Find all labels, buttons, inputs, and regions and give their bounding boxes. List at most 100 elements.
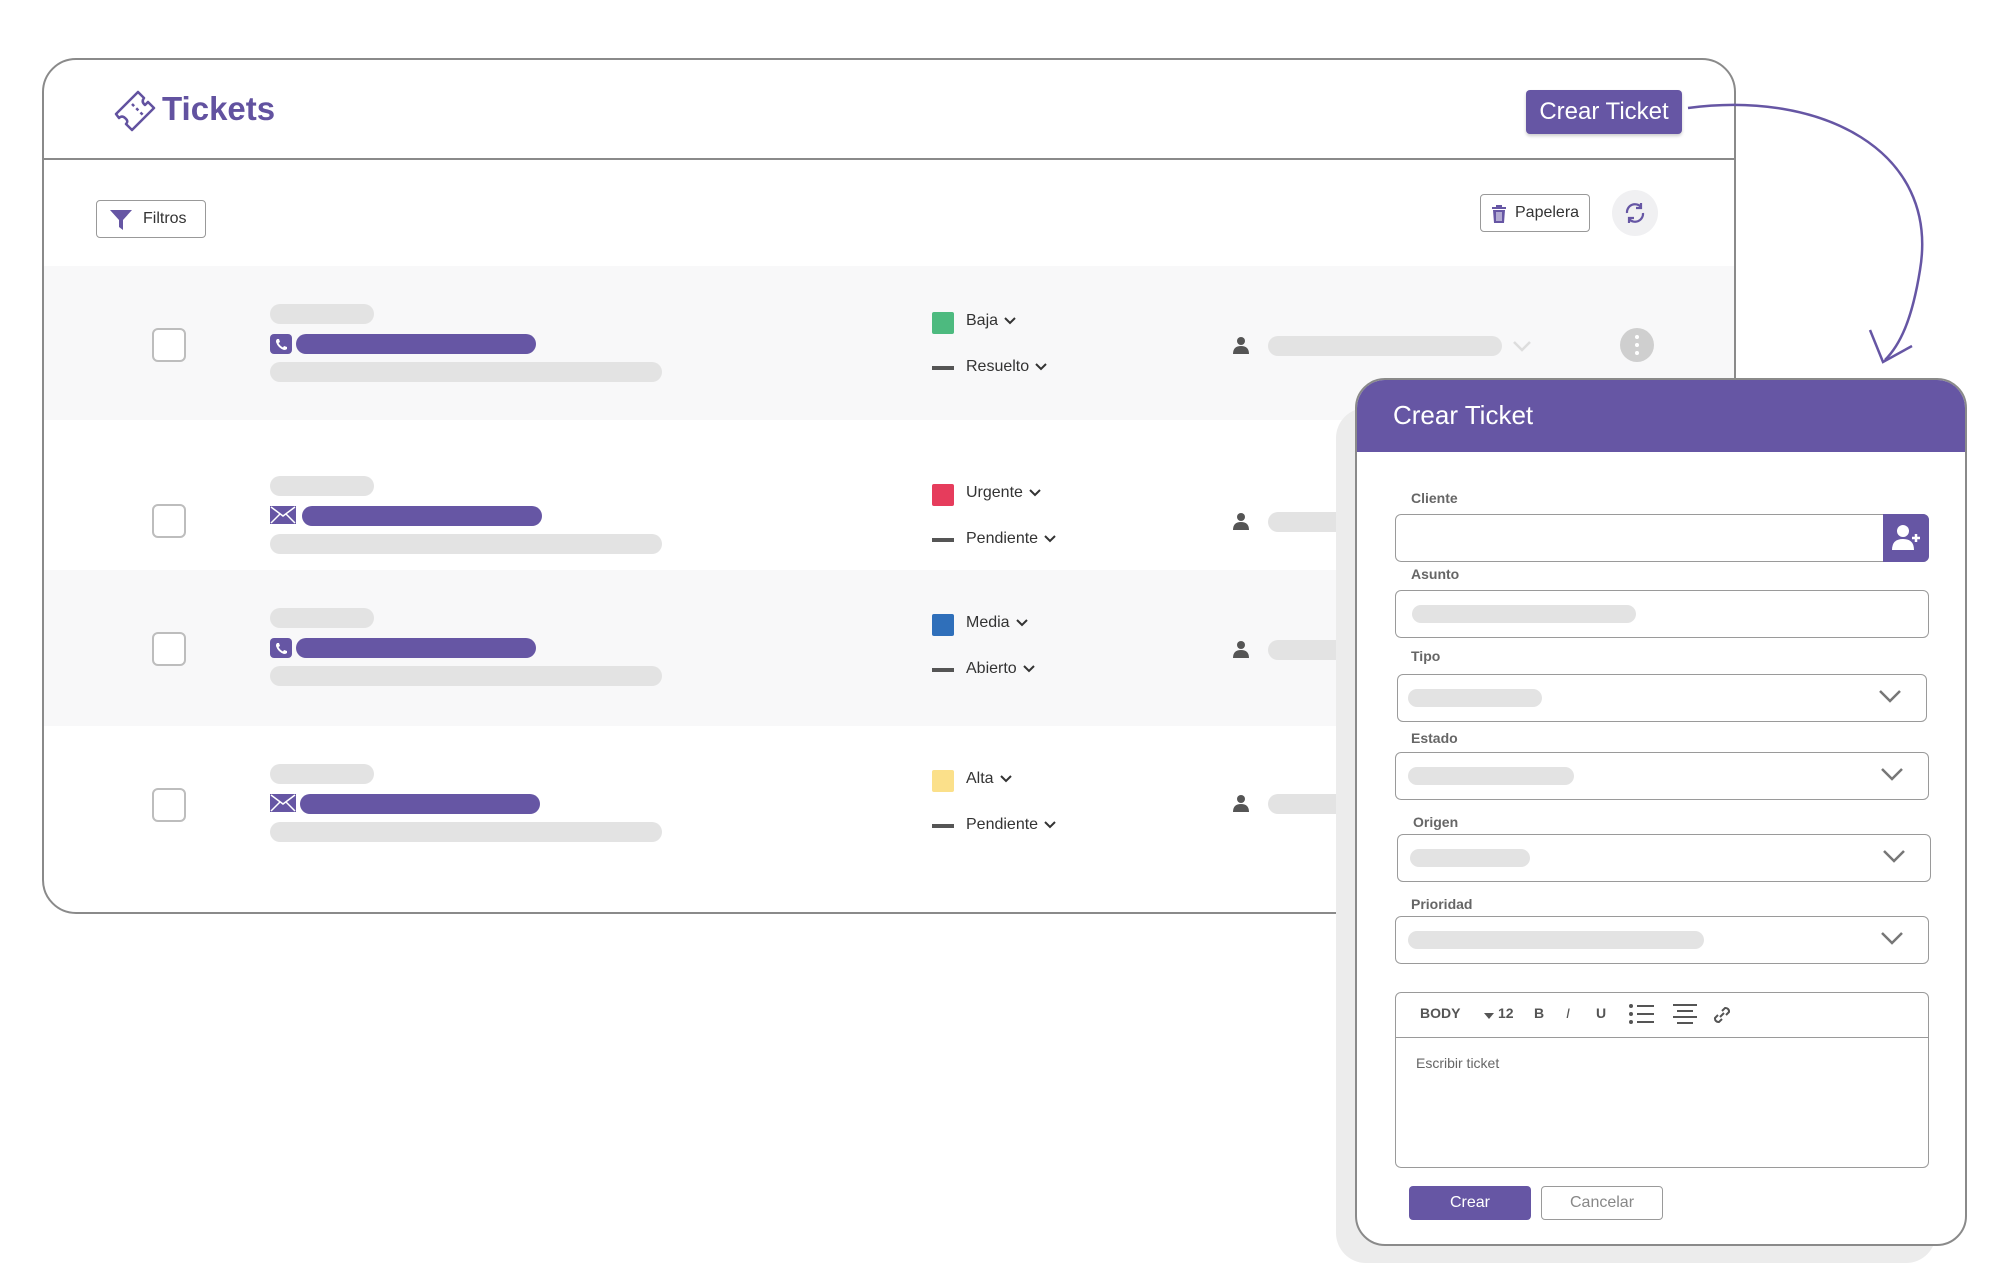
priority-dropdown[interactable]: Media — [966, 614, 1028, 632]
chevron-down-icon — [1035, 363, 1047, 371]
ticket-editor[interactable]: BODY 12 B I U Escribir ticket — [1395, 992, 1929, 1168]
trash-label: Papelera — [1515, 204, 1580, 221]
status-indicator — [932, 538, 954, 542]
chevron-down-icon — [1044, 821, 1056, 829]
ticket-subject-bar[interactable] — [296, 334, 536, 354]
user-icon — [1233, 795, 1249, 812]
priority-label: Baja — [966, 312, 999, 329]
priority-color-swatch — [932, 614, 954, 636]
select-value-placeholder — [1408, 689, 1542, 707]
chevron-down-icon[interactable] — [1512, 340, 1532, 352]
font-size-select[interactable]: 12 — [1498, 1005, 1514, 1021]
chevron-down-icon — [1015, 619, 1028, 627]
origin-label: Origen — [1413, 814, 1459, 830]
chevron-down-icon — [1029, 489, 1041, 497]
status-indicator — [932, 668, 954, 672]
status-field-label: Estado — [1411, 730, 1458, 746]
input-value-placeholder — [1412, 605, 1636, 623]
chevron-down-icon — [1004, 317, 1016, 325]
status-label: Pendiente — [966, 816, 1039, 833]
select-value-placeholder — [1408, 931, 1704, 949]
type-select[interactable] — [1397, 674, 1927, 722]
subject-input[interactable] — [1395, 590, 1929, 638]
add-client-button[interactable] — [1883, 514, 1929, 562]
placeholder-bar — [270, 362, 662, 382]
assignee-placeholder[interactable] — [1268, 336, 1502, 356]
priority-label: Media — [966, 614, 1010, 631]
chevron-down-icon — [1883, 850, 1905, 863]
status-dropdown[interactable]: Pendiente — [966, 530, 1056, 548]
editor-placeholder: Escribir ticket — [1416, 1055, 1500, 1071]
chevron-down-icon — [1044, 535, 1056, 543]
bullet-list-icon[interactable] — [1628, 1003, 1654, 1025]
ticket-subject-bar[interactable] — [300, 794, 540, 814]
refresh-icon — [1625, 203, 1645, 223]
client-input[interactable] — [1395, 514, 1929, 562]
row-checkbox[interactable] — [152, 632, 186, 666]
status-indicator — [932, 366, 954, 370]
placeholder-bar — [270, 764, 374, 784]
phone-icon — [270, 334, 292, 354]
placeholder-bar — [270, 608, 374, 628]
more-options-button[interactable] — [1620, 328, 1654, 362]
caret-down-icon[interactable] — [1484, 1013, 1494, 1019]
filters-button[interactable]: Filtros — [96, 200, 206, 238]
ticket-subject-bar[interactable] — [296, 638, 536, 658]
ticket-icon — [114, 90, 156, 132]
row-checkbox[interactable] — [152, 328, 186, 362]
type-label: Tipo — [1411, 648, 1441, 664]
status-select[interactable] — [1395, 752, 1929, 800]
placeholder-bar — [270, 666, 662, 686]
flow-arrow-icon — [1687, 103, 1924, 364]
priority-color-swatch — [932, 484, 954, 506]
placeholder-bar — [270, 304, 374, 324]
chevron-down-icon — [999, 775, 1012, 783]
placeholder-bar — [270, 476, 374, 496]
align-center-icon[interactable] — [1672, 1003, 1698, 1025]
priority-dropdown[interactable]: Alta — [966, 770, 1012, 788]
chevron-down-icon — [1022, 665, 1035, 673]
user-icon — [1233, 337, 1249, 354]
trash-button[interactable]: Papelera — [1480, 194, 1590, 232]
priority-select[interactable] — [1395, 916, 1929, 964]
add-user-icon — [1892, 525, 1920, 550]
filter-icon — [110, 210, 132, 230]
trash-icon — [1492, 205, 1506, 223]
modal-header: Crear Ticket — [1357, 380, 1965, 452]
submit-button[interactable]: Crear — [1409, 1186, 1531, 1220]
priority-dropdown[interactable]: Urgente — [966, 484, 1041, 502]
row-checkbox[interactable] — [152, 788, 186, 822]
priority-dropdown[interactable]: Baja — [966, 312, 1016, 330]
origin-select[interactable] — [1397, 834, 1931, 882]
status-dropdown[interactable]: Abierto — [966, 660, 1035, 678]
bold-button[interactable]: B — [1534, 1005, 1545, 1021]
link-icon[interactable] — [1710, 1003, 1734, 1027]
status-label: Pendiente — [966, 530, 1039, 547]
placeholder-bar — [270, 822, 662, 842]
create-ticket-modal: Crear Ticket Cliente Asunto Tipo Estado … — [1355, 378, 1967, 1246]
cancel-button[interactable]: Cancelar — [1541, 1186, 1663, 1220]
page-title: Tickets — [162, 90, 276, 127]
status-dropdown[interactable]: Pendiente — [966, 816, 1056, 834]
chevron-down-icon — [1879, 690, 1901, 703]
status-label: Abierto — [966, 660, 1017, 677]
user-icon — [1233, 513, 1249, 530]
priority-color-swatch — [932, 312, 954, 334]
status-label: Resuelto — [966, 358, 1030, 375]
refresh-button[interactable] — [1612, 190, 1658, 236]
user-icon — [1233, 641, 1249, 658]
mail-icon — [270, 794, 296, 812]
filters-label: Filtros — [143, 210, 187, 227]
underline-button[interactable]: U — [1596, 1005, 1607, 1021]
placeholder-bar — [270, 534, 662, 554]
row-checkbox[interactable] — [152, 504, 186, 538]
tickets-header: Tickets Crear Ticket — [44, 60, 1734, 160]
ticket-subject-bar[interactable] — [302, 506, 542, 526]
text-style-select[interactable]: BODY — [1420, 1005, 1461, 1021]
create-ticket-button[interactable]: Crear Ticket — [1526, 90, 1682, 134]
italic-button[interactable]: I — [1566, 1005, 1570, 1021]
subject-label: Asunto — [1411, 566, 1460, 582]
status-dropdown[interactable]: Resuelto — [966, 358, 1047, 376]
client-label: Cliente — [1411, 490, 1458, 506]
modal-title: Crear Ticket — [1393, 400, 1534, 430]
